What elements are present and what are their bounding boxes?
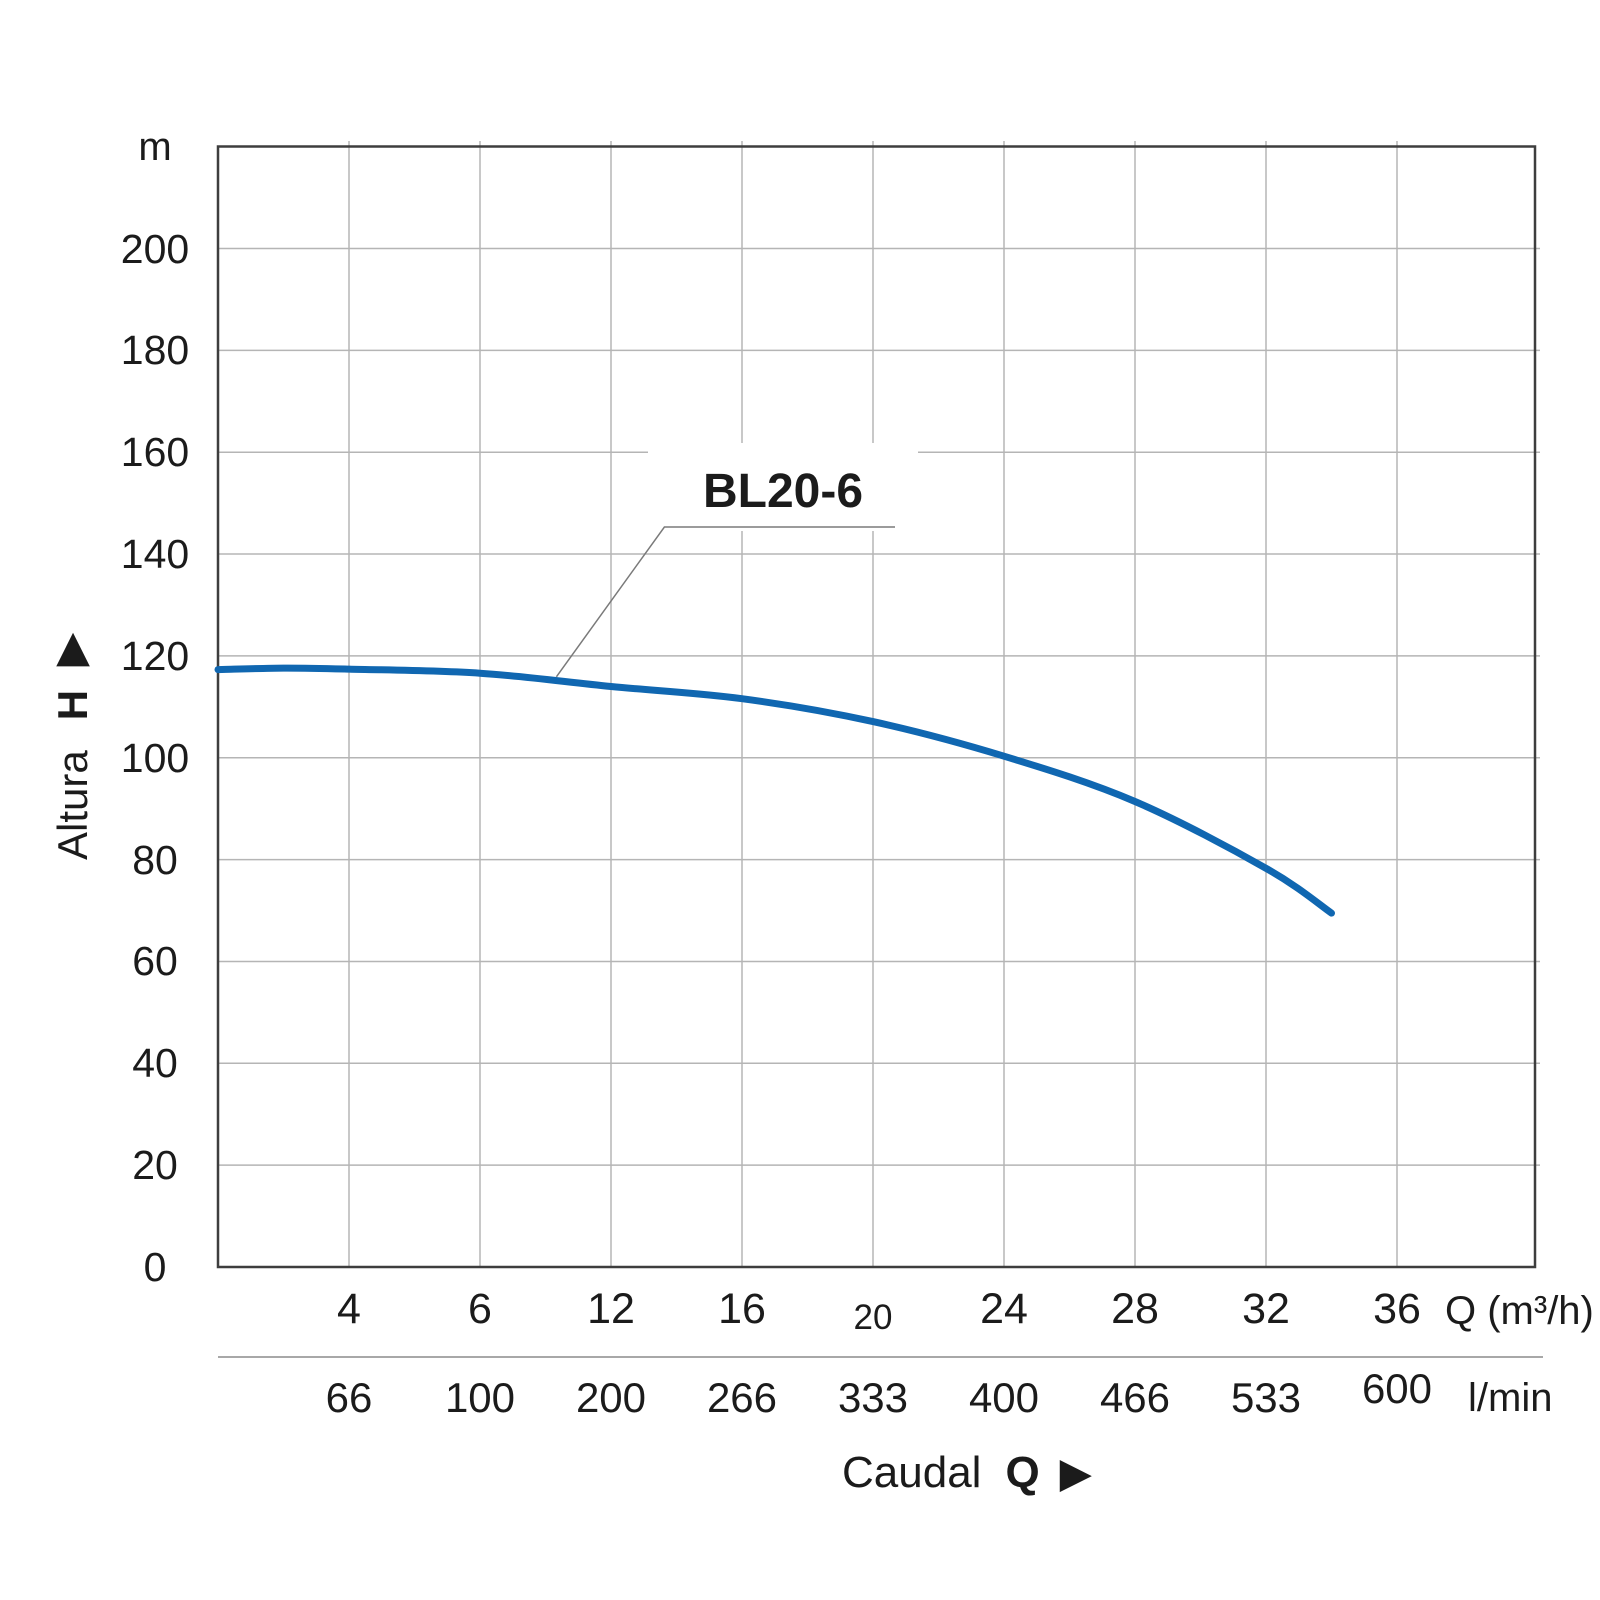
x-tick-label-m3h: 16	[718, 1285, 766, 1333]
y-tick-label: 140	[120, 531, 190, 578]
y-tick-label: 120	[120, 632, 190, 679]
x-tick-label-lmin: 533	[1230, 1374, 1302, 1421]
x-axis-secondary-unit-label: l/min	[1468, 1376, 1553, 1420]
x-tick-label-m3h: 4	[337, 1285, 361, 1333]
x-tick-label-lmin: 333	[837, 1374, 909, 1421]
x-tick-label-lmin: 466	[1099, 1374, 1171, 1421]
y-tick-label: 20	[132, 1142, 178, 1189]
y-tick-label: 180	[120, 327, 190, 374]
y-tick-label: 60	[132, 938, 178, 985]
x-tick-label-lmin: 200	[575, 1374, 647, 1421]
y-axis-unit-label: m	[138, 125, 172, 169]
x-axis-primary-unit-label: Q (m³/h)	[1445, 1289, 1594, 1333]
x-axis-title-symbol: Q	[1005, 1448, 1040, 1497]
x-tick-label-lmin: 400	[968, 1374, 1040, 1421]
y-axis-title: Altura H ▲	[43, 590, 103, 900]
right-arrow-icon: ▶	[1059, 1448, 1092, 1497]
y-tick-label: 100	[120, 734, 190, 781]
x-tick-label-m3h: 24	[980, 1285, 1028, 1333]
y-tick-label: 40	[132, 1040, 178, 1087]
y-axis-title-symbol: H	[49, 689, 96, 721]
x-axis-title-word: Caudal	[842, 1448, 982, 1497]
up-arrow-icon: ▲	[56, 620, 90, 672]
pump-curve	[214, 664, 1335, 917]
x-tick-label-m3h: 32	[1242, 1285, 1290, 1333]
leader-line	[555, 526, 895, 678]
annotation-mask	[648, 443, 918, 531]
x-tick-label-lmin: 100	[444, 1374, 516, 1421]
x-tick-label-lmin: 600	[1361, 1365, 1433, 1412]
plot-border	[216, 145, 1537, 1269]
x-tick-label-lmin: 66	[325, 1374, 373, 1421]
series-label: BL20-6	[702, 465, 864, 518]
x-tick-label-lmin: 266	[706, 1374, 778, 1421]
x-tick-label-m3h: 28	[1111, 1285, 1159, 1333]
y-tick-label: 80	[132, 836, 178, 883]
y-tick-label: 200	[120, 225, 190, 272]
y-tick-label: 160	[120, 429, 190, 476]
x-axis-title: Caudal Q ▶	[767, 1445, 1167, 1501]
x-tick-label-m3h: 12	[587, 1285, 635, 1333]
x-tick-label-m3h: 20	[853, 1298, 893, 1337]
y-tick-label: 0	[143, 1244, 167, 1290]
x-tick-label-m3h: 36	[1373, 1285, 1421, 1333]
x-tick-label-m3h: 6	[468, 1285, 492, 1333]
y-axis-title-word: Altura	[49, 750, 96, 860]
